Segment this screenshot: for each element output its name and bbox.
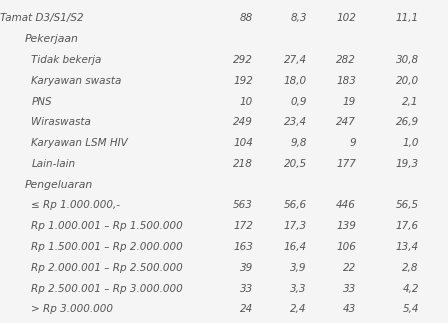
Text: Rp 1.500.001 – Rp 2.000.000: Rp 1.500.001 – Rp 2.000.000 [31,242,183,252]
Text: 18,0: 18,0 [284,76,307,86]
Text: 30,8: 30,8 [396,55,419,65]
Text: 563: 563 [233,201,253,211]
Text: 19,3: 19,3 [396,159,419,169]
Text: 11,1: 11,1 [396,14,419,24]
Text: 5,4: 5,4 [402,304,419,314]
Text: 39: 39 [240,263,253,273]
Text: > Rp 3.000.000: > Rp 3.000.000 [31,304,113,314]
Text: 43: 43 [343,304,356,314]
Text: 13,4: 13,4 [396,242,419,252]
Text: 33: 33 [240,284,253,294]
Text: 172: 172 [233,221,253,231]
Text: Wiraswasta: Wiraswasta [31,117,91,127]
Text: Tidak bekerja: Tidak bekerja [31,55,102,65]
Text: 139: 139 [336,221,356,231]
Text: Rp 2.500.001 – Rp 3.000.000: Rp 2.500.001 – Rp 3.000.000 [31,284,183,294]
Text: 2,1: 2,1 [402,97,419,107]
Text: 24: 24 [240,304,253,314]
Text: 4,2: 4,2 [402,284,419,294]
Text: Tamat D3/S1/S2: Tamat D3/S1/S2 [0,14,84,24]
Text: 16,4: 16,4 [284,242,307,252]
Text: 247: 247 [336,117,356,127]
Text: 104: 104 [233,138,253,148]
Text: 8,3: 8,3 [290,14,307,24]
Text: Pengeluaran: Pengeluaran [25,180,93,190]
Text: Rp 2.000.001 – Rp 2.500.000: Rp 2.000.001 – Rp 2.500.000 [31,263,183,273]
Text: 23,4: 23,4 [284,117,307,127]
Text: Pekerjaan: Pekerjaan [25,34,78,44]
Text: 3,3: 3,3 [290,284,307,294]
Text: 106: 106 [336,242,356,252]
Text: 22: 22 [343,263,356,273]
Text: 183: 183 [336,76,356,86]
Text: 2,8: 2,8 [402,263,419,273]
Text: 88: 88 [240,14,253,24]
Text: 20,0: 20,0 [396,76,419,86]
Text: 20,5: 20,5 [284,159,307,169]
Text: 2,4: 2,4 [290,304,307,314]
Text: 102: 102 [336,14,356,24]
Text: 9,8: 9,8 [290,138,307,148]
Text: 0,9: 0,9 [290,97,307,107]
Text: 10: 10 [240,97,253,107]
Text: 177: 177 [336,159,356,169]
Text: Karyawan LSM HIV: Karyawan LSM HIV [31,138,128,148]
Text: PNS: PNS [31,97,52,107]
Text: 56,5: 56,5 [396,201,419,211]
Text: 218: 218 [233,159,253,169]
Text: 17,3: 17,3 [284,221,307,231]
Text: 56,6: 56,6 [284,201,307,211]
Text: 19: 19 [343,97,356,107]
Text: 17,6: 17,6 [396,221,419,231]
Text: 9: 9 [349,138,356,148]
Text: 1,0: 1,0 [402,138,419,148]
Text: 192: 192 [233,76,253,86]
Text: 249: 249 [233,117,253,127]
Text: 3,9: 3,9 [290,263,307,273]
Text: 33: 33 [343,284,356,294]
Text: Lain-lain: Lain-lain [31,159,75,169]
Text: ≤ Rp 1.000.000,-: ≤ Rp 1.000.000,- [31,201,121,211]
Text: 27,4: 27,4 [284,55,307,65]
Text: 292: 292 [233,55,253,65]
Text: Karyawan swasta: Karyawan swasta [31,76,122,86]
Text: Rp 1.000.001 – Rp 1.500.000: Rp 1.000.001 – Rp 1.500.000 [31,221,183,231]
Text: 282: 282 [336,55,356,65]
Text: 26,9: 26,9 [396,117,419,127]
Text: 446: 446 [336,201,356,211]
Text: 163: 163 [233,242,253,252]
